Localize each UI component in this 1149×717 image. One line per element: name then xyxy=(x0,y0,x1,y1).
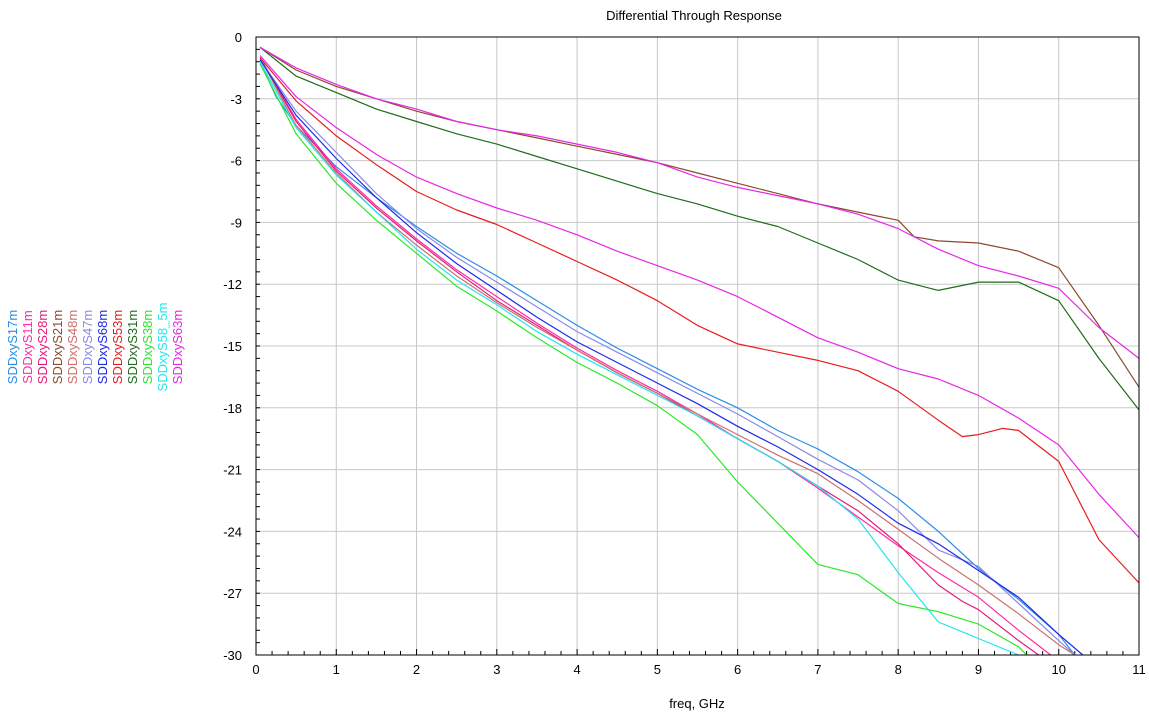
x-tick-label: 9 xyxy=(975,662,982,677)
legend-entry: SDDxyS38m xyxy=(140,310,155,384)
legend-entry: SDDxyS17m xyxy=(5,310,20,384)
plot-area xyxy=(259,46,1140,656)
series-line-SDDxyS21m xyxy=(259,46,1140,388)
legend-entry: SDDxyS48m xyxy=(65,310,80,384)
grid-lines xyxy=(255,36,1140,656)
x-tick-label: 5 xyxy=(654,662,661,677)
legend-entry: SDDxyS31m xyxy=(125,310,140,384)
y-tick-label: -6 xyxy=(230,154,242,169)
series-line-SDDxyS63m xyxy=(259,46,1140,359)
series-line-SDDxyS28m xyxy=(259,57,1040,656)
x-tick-label: 7 xyxy=(814,662,821,677)
x-tick-label: 3 xyxy=(493,662,500,677)
legend-entry: SDDxyS28m xyxy=(35,310,50,384)
series-line-SDDxyS31m xyxy=(259,46,1140,411)
y-tick-label: -24 xyxy=(223,524,242,539)
y-tick-label: -18 xyxy=(223,401,242,416)
legend-entry: SDDxyS53m xyxy=(110,310,125,384)
x-tick-label: 6 xyxy=(734,662,741,677)
legend-entry: SDDxyS58_5m xyxy=(155,303,170,392)
series-line-SDDxyS17m xyxy=(259,61,1076,656)
minor-ticks xyxy=(255,36,1140,656)
chart-title: Differential Through Response xyxy=(606,8,782,23)
x-tick-label: 2 xyxy=(413,662,420,677)
series-line-SDDxyS53m xyxy=(259,57,1140,584)
y-tick-label: -15 xyxy=(223,339,242,354)
x-tick-label: 10 xyxy=(1051,662,1065,677)
x-tick-label: 8 xyxy=(895,662,902,677)
y-tick-label: -30 xyxy=(223,648,242,663)
x-axis-tick-labels: 0 1 2 3 4 5 6 7 8 9 10 11 xyxy=(252,662,1145,677)
y-tick-label: -21 xyxy=(223,463,242,478)
legend-entry: SDDxyS63m xyxy=(170,310,185,384)
legend-entry: SDDxyS47m xyxy=(80,310,95,384)
series-line-SDDxyS47m xyxy=(259,59,1076,656)
plot-frame xyxy=(255,36,1140,656)
legend-entry: SDDxyS11m xyxy=(20,310,35,383)
y-tick-label: -27 xyxy=(223,586,242,601)
series-line-SDDxyS11m xyxy=(259,57,1052,656)
legend: SDDxyS17m SDDxyS11m SDDxyS28m SDDxyS21m SDDx… xyxy=(5,303,185,392)
series-line-12 xyxy=(259,55,1140,539)
series-line-SDDxyS58_5m xyxy=(259,61,1019,656)
series-line-SDDxyS68m xyxy=(259,59,1084,656)
x-axis-label: freq, GHz xyxy=(669,696,725,711)
x-tick-label: 1 xyxy=(333,662,340,677)
x-tick-label: 4 xyxy=(573,662,580,677)
x-tick-label: 11 xyxy=(1132,662,1146,677)
legend-entry: SDDxyS68m xyxy=(95,310,110,384)
y-tick-label: 0 xyxy=(235,30,242,45)
y-tick-label: -9 xyxy=(230,215,242,230)
y-tick-label: -3 xyxy=(230,92,242,107)
legend-entry: SDDxyS21m xyxy=(50,310,65,384)
x-tick-label: 0 xyxy=(252,662,259,677)
series-line-SDDxyS38m xyxy=(259,63,1028,656)
y-tick-label: -12 xyxy=(223,277,242,292)
y-axis-tick-labels: 0 -3 -6 -9 -12 -15 -18 -21 -24 -27 -30 xyxy=(223,30,242,663)
series-line-SDDxyS48m xyxy=(259,57,1076,656)
